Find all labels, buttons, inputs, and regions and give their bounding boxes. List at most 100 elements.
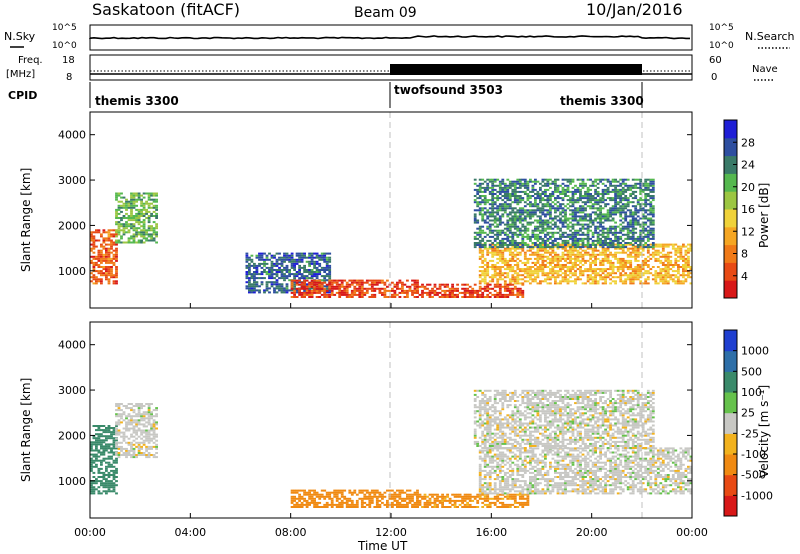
heatmap-cell-0 (105, 427, 108, 429)
heatmap-cell-6 (541, 237, 545, 240)
heatmap-cell-6 (561, 246, 565, 249)
heatmap-cell-6 (521, 246, 525, 249)
heatmap-cell-6 (518, 231, 522, 234)
heatmap-cell-2 (320, 269, 324, 271)
heatmap-cell-6 (559, 207, 562, 210)
heatmap-cell-5 (674, 247, 678, 250)
heatmap-cell-1 (142, 212, 146, 215)
heatmap-cell-1 (152, 192, 156, 195)
heatmap-cell-6 (649, 223, 653, 226)
heatmap-cell-5 (666, 274, 670, 277)
heatmap-cell-2 (315, 506, 319, 508)
heatmap-cell-6 (491, 190, 495, 193)
heatmap-cell-6 (564, 178, 567, 181)
heatmap-cell-1 (132, 443, 136, 446)
heatmap-cell-5 (541, 270, 545, 273)
heatmap-cell-5 (621, 266, 625, 268)
heatmap-cell-4 (503, 283, 507, 286)
heatmap-cell-6 (559, 197, 562, 200)
heatmap-cell-6 (581, 231, 585, 234)
heatmap-cell-6 (559, 235, 562, 238)
heatmap-cell-2 (248, 262, 251, 265)
heatmap-cell-2 (333, 491, 337, 494)
heatmap-cell-3 (293, 296, 296, 298)
heatmap-cell-6 (546, 237, 550, 240)
heatmap-cell-5 (656, 257, 660, 260)
heatmap-cell-6 (491, 203, 495, 206)
heatmap-cell-6 (594, 207, 597, 210)
heatmap-cell-1 (135, 229, 138, 232)
heatmap-cell-0 (100, 453, 103, 456)
heatmap-cell-1 (147, 227, 151, 230)
heatmap-cell-0 (102, 435, 106, 438)
heatmap-cell-3 (298, 293, 301, 296)
heatmap-cell-6 (521, 235, 525, 238)
heatmap-cell-5 (621, 264, 625, 266)
heatmap-cell-2 (298, 271, 301, 273)
heatmap-cell-6 (584, 193, 587, 195)
heatmap-cell-2 (285, 269, 289, 271)
heatmap-cell-0 (112, 490, 116, 493)
heatmap-cell-6 (508, 223, 512, 226)
heatmap-cell-2 (278, 287, 281, 290)
heatmap-cell-5 (629, 278, 633, 281)
heatmap-cell-3 (345, 285, 349, 288)
heatmap-cell-0 (92, 264, 96, 266)
heatmap-cell-2 (313, 262, 316, 265)
heatmap-cell-3 (325, 293, 329, 296)
heatmap-cell-1 (155, 415, 158, 418)
heatmap-cell-1 (150, 229, 153, 232)
heatmap-cell-5 (554, 259, 557, 262)
heatmap-cell-5 (599, 274, 602, 277)
heatmap-cell-2 (300, 497, 304, 500)
heatmap-cell-6 (556, 201, 560, 204)
heatmap-cell-6 (476, 205, 480, 208)
heatmap-cell-5 (478, 255, 482, 258)
heatmap-cell-6 (624, 188, 628, 191)
heatmap-cell-2 (293, 489, 296, 492)
heatmap-cell-3 (333, 281, 337, 284)
heatmap-cell-6 (604, 199, 607, 202)
heatmap-cell-3 (360, 281, 364, 284)
heatmap-cell-2 (283, 252, 286, 255)
heatmap-cell-5 (491, 264, 495, 266)
heatmap-cell-6 (491, 197, 495, 200)
heatmap-cell-2 (300, 501, 304, 504)
heatmap-cell-5 (526, 274, 530, 277)
heatmap-cell-3 (396, 281, 399, 284)
heatmap-cell-6 (483, 188, 487, 191)
heatmap-cell-5 (586, 276, 590, 279)
heatmap-cell-5 (611, 255, 615, 258)
heatmap-cell-0 (100, 433, 103, 436)
heatmap-cell-6 (626, 229, 630, 232)
heatmap-cell-0 (97, 251, 101, 254)
heatmap-cell-6 (619, 231, 623, 234)
heatmap-cell-5 (559, 255, 562, 258)
heatmap-cell-5 (554, 270, 557, 273)
heatmap-cell-5 (491, 255, 495, 258)
heatmap-cell-2 (285, 277, 289, 280)
heatmap-cell-5 (506, 264, 510, 266)
heatmap-cell-0 (97, 451, 101, 454)
heatmap-cell-5 (511, 251, 515, 254)
heatmap-cell-6 (546, 205, 550, 208)
heatmap-cell-1 (145, 231, 148, 234)
heatmap-cell-5 (549, 276, 552, 279)
heatmap-cell-6 (526, 199, 530, 202)
heatmap-cell-5 (641, 261, 645, 264)
heatmap-cell-5 (616, 266, 620, 268)
heatmap-cell-5 (684, 259, 688, 262)
heatmap-cell-1 (115, 196, 118, 199)
heatmap-cell-6 (629, 184, 633, 187)
heatmap-cell-0 (92, 241, 96, 244)
heatmap-cell-3 (340, 279, 344, 282)
heatmap-cell-6 (626, 178, 630, 181)
heatmap-cell-6 (646, 193, 650, 195)
heatmap-cell-2 (288, 258, 291, 261)
heatmap-cell-5 (496, 247, 500, 250)
heatmap-cell-2 (320, 275, 324, 278)
heatmap-cell-6 (556, 246, 560, 249)
heatmap-cell-3 (386, 296, 389, 298)
heatmap-cell-2 (348, 497, 352, 500)
